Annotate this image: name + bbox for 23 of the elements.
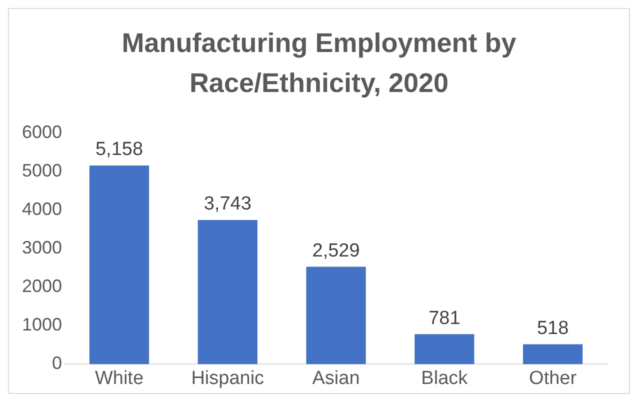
- bar: [306, 266, 366, 364]
- chart-title: Manufacturing Employment by Race/Ethnicity, 2020: [120, 27, 518, 100]
- data-label: 518: [536, 318, 569, 339]
- y-tick-label: 1000: [22, 314, 62, 335]
- data-label: 3,743: [204, 194, 252, 215]
- bar: [522, 344, 583, 364]
- data-label: 2,529: [312, 240, 360, 262]
- y-tick-label: 0: [52, 353, 62, 374]
- y-tick-label: 6000: [22, 122, 62, 142]
- y-tick-label: 4000: [22, 199, 62, 220]
- x-tick-label: White: [94, 368, 144, 389]
- x-tick-label: Asian: [312, 368, 360, 389]
- y-tick-label: 5000: [22, 160, 62, 180]
- x-tick-label: Hispanic: [191, 368, 264, 389]
- y-tick-label: 3000: [22, 238, 62, 258]
- data-label: 781: [428, 308, 460, 329]
- bar: [89, 165, 150, 364]
- bar: [414, 334, 474, 364]
- y-tick-label: 2000: [22, 276, 62, 296]
- x-tick-label: Other: [529, 368, 578, 389]
- data-label: 5,158: [95, 139, 144, 160]
- bar: [198, 220, 258, 364]
- x-tick-label: Black: [421, 368, 468, 389]
